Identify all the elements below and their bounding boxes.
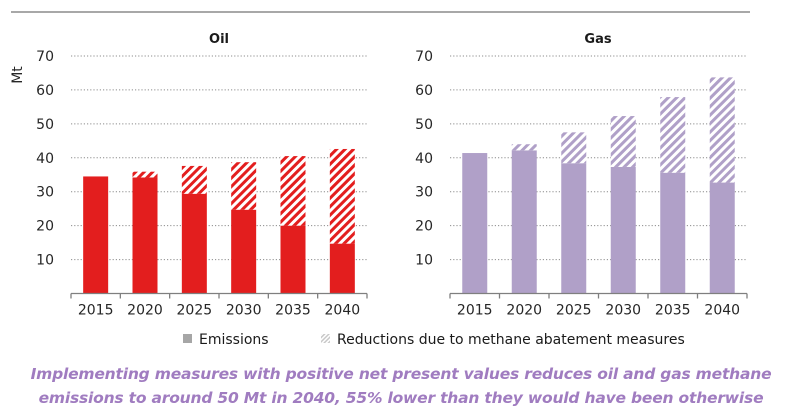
- oil-y-tick-label: 40: [36, 151, 54, 167]
- oil-reductions-bar-2035: [280, 156, 306, 226]
- oil-panel: Oil 10 20 30 40 50 60 70 2015 2020 2025 …: [36, 32, 368, 319]
- oil-y-tick-label: 60: [36, 83, 54, 99]
- gas-x-tick-label: 2035: [655, 303, 691, 319]
- oil-y-tick-label: 30: [36, 185, 54, 201]
- oil-y-tick-label: 50: [36, 117, 54, 133]
- caption-line-2: emissions to around 50 Mt in 2040, 55% l…: [38, 389, 764, 407]
- gas-emissions-bar-2030: [610, 166, 636, 294]
- gas-reductions-bar-2020: [511, 144, 537, 151]
- oil-emissions-bar-2035: [280, 225, 306, 294]
- oil-y-tick-labels: 10 20 30 40 50 60 70: [36, 49, 54, 269]
- oil-panel-title: Oil: [209, 32, 229, 47]
- oil-y-tick-label: 10: [36, 253, 54, 269]
- oil-x-tick-label: 2040: [325, 303, 361, 319]
- gas-gridlines: [450, 55, 747, 261]
- oil-emissions-bar-2020: [132, 177, 158, 294]
- gas-x-tick-labels: 2015 2020 2025 2030 2035 2040: [457, 303, 740, 319]
- oil-x-tick-label: 2015: [78, 303, 114, 319]
- gas-x-tick-label: 2015: [457, 303, 493, 319]
- oil-x-axis: [70, 292, 368, 299]
- gas-y-tick-label: 70: [415, 49, 433, 65]
- gas-x-tick-label: 2030: [605, 303, 641, 319]
- oil-bars: [83, 148, 355, 294]
- gas-y-tick-label: 60: [415, 83, 433, 99]
- gas-y-tick-label: 50: [415, 117, 433, 133]
- oil-gridlines: [71, 55, 367, 261]
- gas-panel: Gas 10 20 30 40 50 60 70 2015 2020 2025 …: [415, 32, 748, 319]
- solid-square-icon: [183, 334, 192, 343]
- legend: Emissions Reductions due to methane abat…: [183, 332, 685, 348]
- oil-emissions-bar-2025: [181, 193, 207, 294]
- oil-x-tick-label: 2020: [127, 303, 163, 319]
- gas-x-axis: [449, 292, 748, 299]
- gas-reductions-bar-2025: [561, 132, 587, 164]
- oil-emissions-bar-2030: [231, 209, 257, 294]
- oil-x-tick-label: 2030: [226, 303, 262, 319]
- gas-y-tick-labels: 10 20 30 40 50 60 70: [415, 49, 433, 269]
- gas-emissions-bar-2040: [709, 182, 735, 294]
- gas-emissions-bar-2025: [561, 163, 587, 294]
- oil-x-tick-label: 2035: [275, 303, 311, 319]
- caption-line-1: Implementing measures with positive net …: [30, 365, 772, 383]
- y-axis-label: Mt: [10, 66, 26, 84]
- oil-y-tick-label: 20: [36, 219, 54, 235]
- gas-bars: [462, 77, 735, 294]
- gas-emissions-bar-2015: [462, 153, 488, 294]
- oil-x-tick-label: 2025: [177, 303, 213, 319]
- oil-reductions-bar-2025: [181, 165, 207, 194]
- gas-y-tick-label: 20: [415, 219, 433, 235]
- hatched-square-icon: [321, 334, 330, 343]
- oil-emissions-bar-2040: [329, 243, 355, 294]
- gas-x-tick-label: 2020: [506, 303, 542, 319]
- legend-label-reductions: Reductions due to methane abatement meas…: [337, 332, 685, 348]
- oil-x-tick-labels: 2015 2020 2025 2030 2035 2040: [78, 303, 360, 319]
- oil-emissions-bar-2015: [83, 176, 109, 294]
- gas-x-tick-label: 2025: [556, 303, 592, 319]
- oil-reductions-bar-2020: [132, 171, 158, 178]
- gas-panel-title: Gas: [584, 32, 611, 47]
- gas-y-tick-label: 10: [415, 253, 433, 269]
- gas-x-tick-label: 2040: [704, 303, 740, 319]
- gas-emissions-bar-2020: [511, 150, 537, 294]
- legend-label-emissions: Emissions: [199, 332, 269, 348]
- oil-reductions-bar-2030: [231, 162, 257, 210]
- gas-reductions-bar-2040: [709, 77, 735, 183]
- gas-y-tick-label: 40: [415, 151, 433, 167]
- oil-y-tick-label: 70: [36, 49, 54, 65]
- gas-reductions-bar-2030: [610, 116, 636, 167]
- oil-reductions-bar-2040: [329, 148, 355, 244]
- gas-y-tick-label: 30: [415, 185, 433, 201]
- gas-reductions-bar-2035: [660, 97, 686, 173]
- gas-emissions-bar-2035: [660, 172, 686, 294]
